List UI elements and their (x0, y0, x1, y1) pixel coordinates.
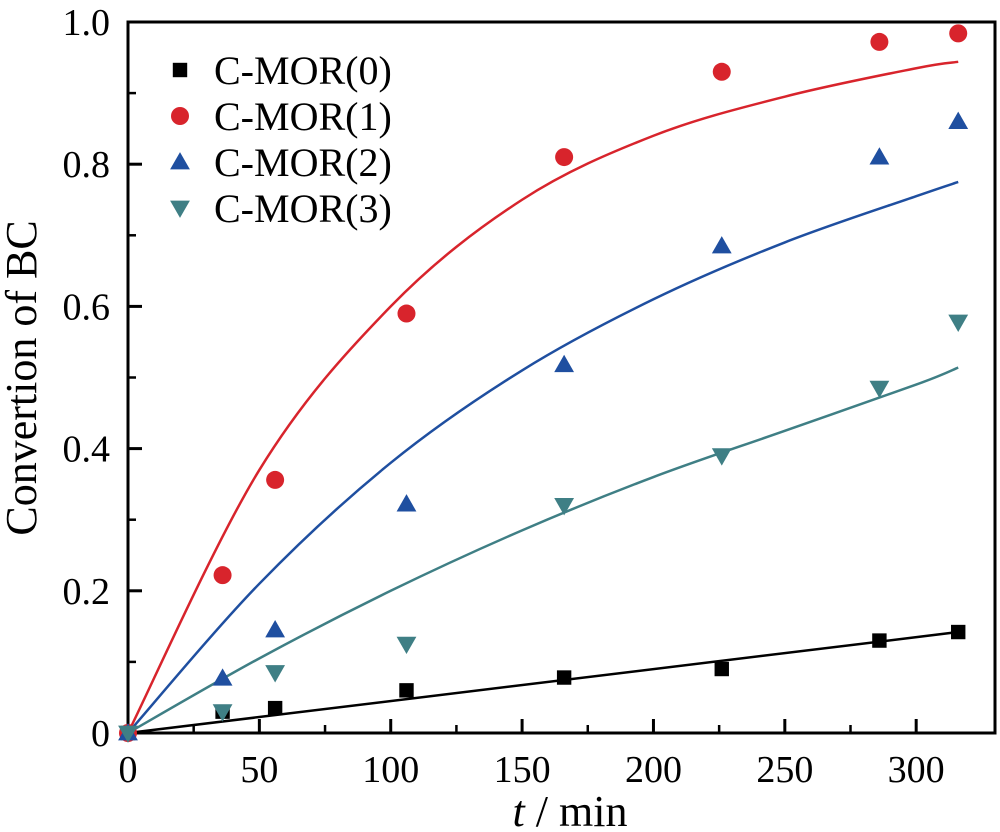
data-point (872, 633, 887, 648)
data-point (212, 704, 233, 722)
x-tick-label: 250 (756, 749, 813, 791)
legend-marker (170, 152, 190, 170)
data-point (265, 620, 286, 638)
x-axis-variable: t (513, 787, 527, 832)
legend: C-MOR(0)C-MOR(1)C-MOR(2)C-MOR(3) (170, 48, 392, 231)
legend-marker (171, 107, 189, 125)
x-tick-label: 150 (494, 749, 551, 791)
x-tick-label: 0 (119, 749, 138, 791)
fit-curve (126, 60, 959, 734)
data-point (556, 670, 572, 685)
fit-curves (126, 60, 959, 735)
data-point (397, 304, 416, 323)
data-point (869, 147, 890, 165)
x-axis-unit: / min (525, 787, 628, 832)
data-point (266, 470, 285, 489)
data-point (265, 665, 286, 683)
y-tick-label: 0 (91, 713, 110, 755)
legend-label: C-MOR(3) (214, 186, 392, 231)
data-point (951, 624, 966, 640)
data-point (399, 683, 414, 698)
data-point (870, 32, 889, 51)
x-tick-label: 300 (888, 749, 945, 791)
data-point (869, 380, 890, 399)
data-point (555, 148, 574, 167)
y-tick-label: 0.6 (63, 286, 111, 328)
data-point (118, 725, 138, 743)
data-point (948, 111, 969, 129)
x-tick-label: 200 (625, 749, 682, 791)
data-point (554, 354, 575, 373)
y-tick-label: 0.2 (63, 571, 111, 613)
data-point (711, 448, 732, 466)
y-tick-label: 1.0 (63, 2, 111, 44)
data-point (711, 236, 732, 254)
data-point (554, 498, 575, 516)
x-tick-label: 50 (240, 749, 278, 791)
legend-marker (172, 62, 188, 78)
data-point (213, 566, 232, 585)
data-point (949, 24, 968, 43)
fit-curve (127, 180, 959, 734)
data-point (396, 494, 417, 512)
fit-curve (127, 366, 959, 735)
data-point (714, 661, 729, 677)
fit-curve (127, 630, 959, 735)
data-point (212, 668, 233, 686)
x-axis-title: t / min (513, 787, 628, 832)
legend-marker (170, 200, 190, 218)
legend-label: C-MOR(0) (214, 48, 392, 93)
data-point (948, 314, 969, 332)
legend-label: C-MOR(2) (214, 140, 392, 185)
data-point (396, 636, 417, 655)
data-point (712, 62, 731, 81)
data-points (118, 24, 969, 743)
y-axis-ticks: 0 0.2 0.4 0.6 0.8 1.0 (63, 2, 142, 755)
data-point (267, 700, 283, 716)
y-tick-label: 0.8 (63, 144, 111, 186)
x-axis-ticks: 0 50 100 150 200 250 300 (119, 719, 945, 791)
y-axis-title: Convertion of BC (0, 220, 46, 535)
legend-label: C-MOR(1) (214, 94, 392, 139)
y-tick-label: 0.4 (63, 429, 111, 471)
x-tick-label: 100 (362, 749, 419, 791)
